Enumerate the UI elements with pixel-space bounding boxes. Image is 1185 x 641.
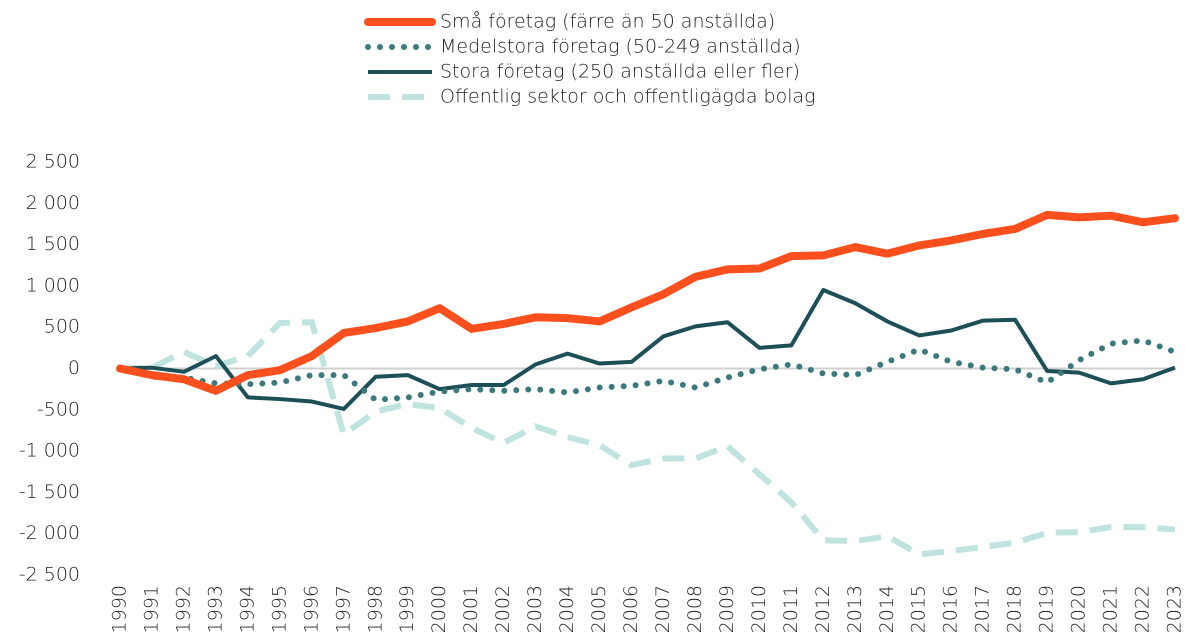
y-tick-label: -1 000: [19, 440, 80, 462]
x-tick-label: 2001: [460, 585, 482, 633]
x-tick-label: 2009: [716, 585, 738, 633]
x-tick-label: 2014: [876, 585, 898, 633]
x-tick-label: 2004: [556, 585, 578, 633]
x-tick-label: 2011: [780, 585, 802, 633]
legend-label: Små företag (färre än 50 anställda): [440, 11, 775, 33]
x-tick-label: 2020: [1068, 585, 1090, 633]
x-tick-label: 2010: [748, 585, 770, 633]
x-tick-label: 2013: [844, 585, 866, 633]
y-tick-label: 500: [44, 316, 80, 338]
x-tick-label: 2003: [524, 585, 546, 633]
y-tick-label: 1 500: [26, 233, 80, 255]
x-tick-label: 2007: [652, 585, 674, 633]
x-tick-label: 2012: [812, 585, 834, 633]
x-tick-label: 2018: [1004, 585, 1026, 633]
y-tick-label: -2 500: [19, 564, 80, 586]
series-line: [116, 210, 1179, 395]
y-tick-label: -1 500: [19, 481, 80, 503]
x-tick-label: 1999: [396, 585, 418, 633]
x-tick-label: 1991: [140, 585, 162, 633]
y-tick-label: 1 000: [26, 274, 80, 296]
legend-label: Stora företag (250 anställda eller fler): [440, 61, 800, 83]
y-tick-label: 0: [68, 357, 80, 379]
x-tick-label: 2017: [972, 585, 994, 633]
x-tick-label: 1996: [300, 585, 322, 633]
y-tick-label: 2 500: [26, 151, 80, 173]
x-tick-label: 2022: [1132, 585, 1154, 633]
x-tick-label: 1994: [236, 585, 258, 633]
y-tick-label: 2 000: [26, 192, 80, 214]
x-tick-label: 2019: [1036, 585, 1058, 633]
x-tick-label: 2021: [1100, 585, 1122, 633]
x-tick-label: 2002: [492, 585, 514, 633]
x-tick-label: 2008: [684, 585, 706, 633]
x-tick-label: 2000: [428, 585, 450, 633]
legend-label: Offentlig sektor och offentligägda bolag: [440, 86, 816, 108]
x-tick-label: 2023: [1164, 585, 1185, 633]
x-tick-label: 1993: [204, 585, 226, 633]
y-tick-label: -500: [37, 398, 80, 420]
x-tick-label: 2006: [620, 585, 642, 633]
x-tick-label: 1995: [268, 585, 290, 633]
x-tick-label: 2015: [908, 585, 930, 633]
x-tick-label: 1992: [172, 585, 194, 633]
series-line: [117, 337, 1178, 403]
x-tick-label: 1998: [364, 585, 386, 633]
x-tick-label: 2005: [588, 585, 610, 633]
legend-label: Medelstora företag (50-249 anställda): [440, 36, 801, 58]
series-line: [119, 319, 1176, 558]
x-tick-label: 1997: [332, 585, 354, 633]
series-line: [119, 288, 1176, 411]
y-tick-label: -2 000: [19, 522, 80, 544]
x-tick-label: 2016: [940, 585, 962, 633]
x-tick-label: 1990: [109, 585, 131, 633]
